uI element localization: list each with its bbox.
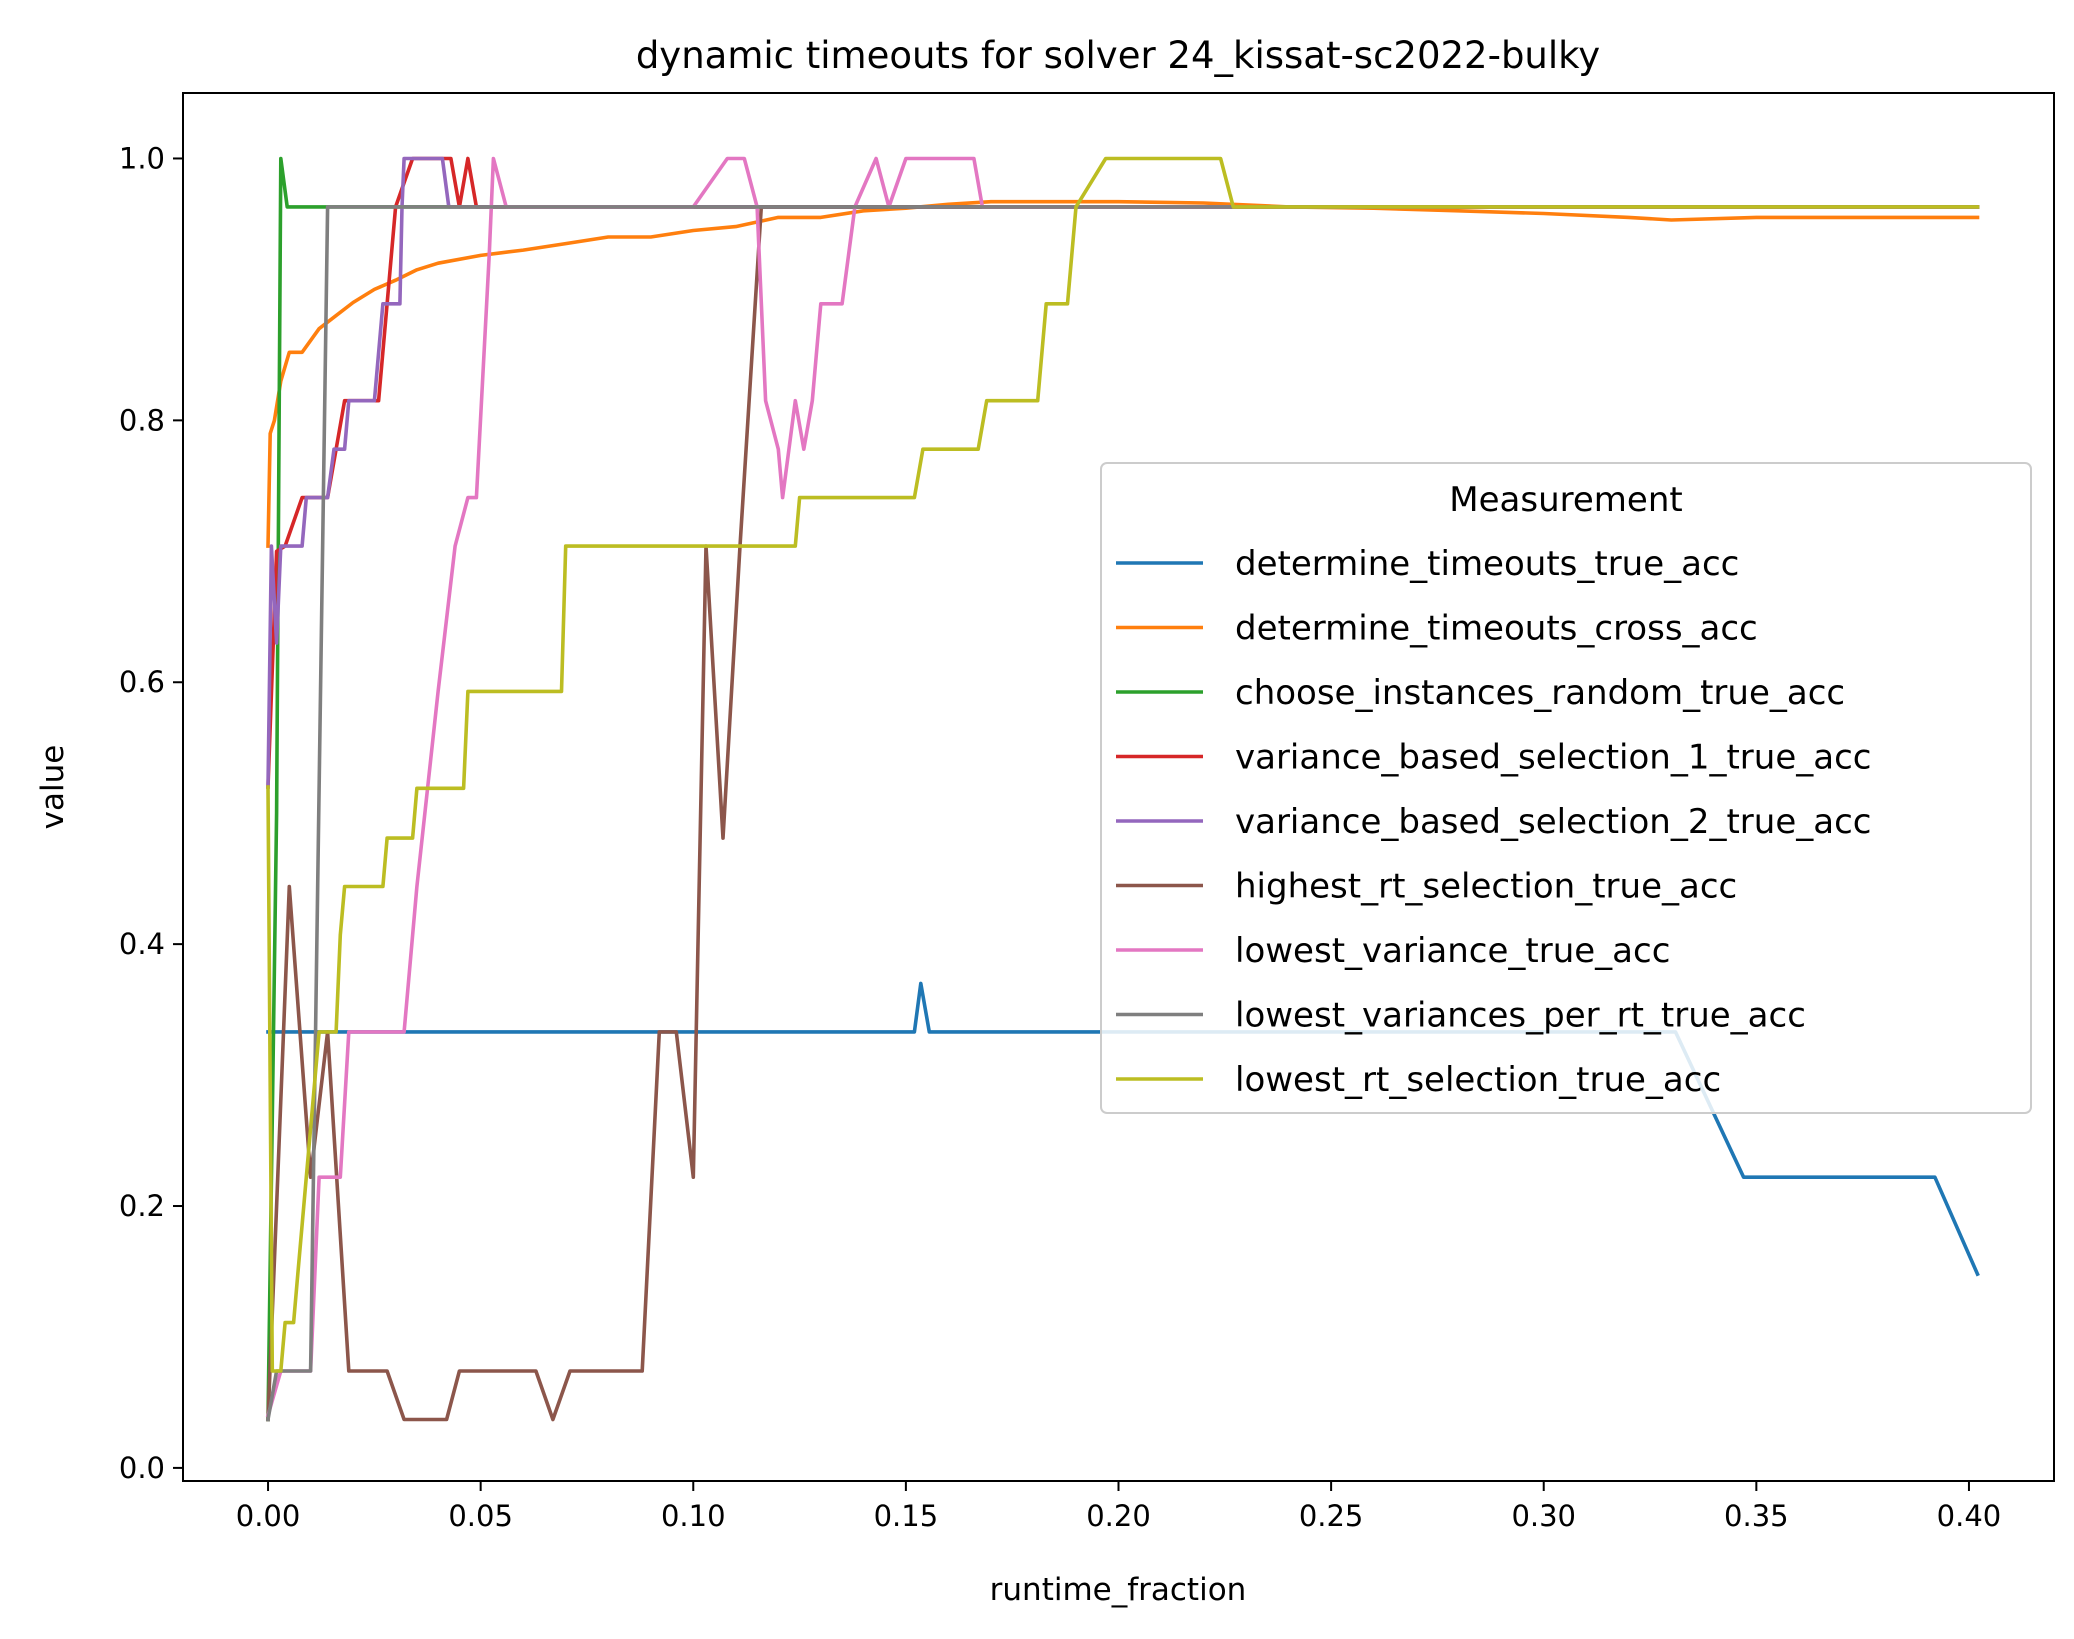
legend-entries: determine_timeouts_true_acc determine_tim…: [1116, 544, 1871, 1100]
legend: Measurement determine_timeouts_true_accd…: [1100, 462, 2032, 1114]
legend-label: variance_based_selection_2_true_acc: [1235, 802, 1871, 842]
legend-label: choose_instances_random_true_acc: [1235, 673, 1845, 713]
x-tick-label: 0.35: [1724, 1499, 1789, 1533]
legend-label: determine_timeouts_cross_acc: [1235, 609, 1758, 649]
legend-label: determine_timeouts_true_acc: [1235, 544, 1739, 584]
y-tick-label: 0.8: [119, 403, 165, 437]
series-line-lowest-rt-selection-true-acc: [266, 156, 1980, 1373]
y-tick-label: 0.2: [119, 1189, 165, 1223]
x-tick-label: 0.25: [1299, 1499, 1364, 1533]
x-tick-label: 0.00: [236, 1499, 301, 1533]
x-tick-label: 0.30: [1511, 1499, 1576, 1533]
legend-title: Measurement: [1449, 480, 1682, 520]
legend-label: variance_based_selection_1_true_acc: [1235, 738, 1871, 778]
legend-box: [1100, 462, 2032, 1114]
legend-label: highest_rt_selection_true_acc: [1235, 867, 1737, 907]
legend-label: lowest_variance_true_acc: [1235, 931, 1670, 971]
y-tick-label: 0.4: [119, 927, 165, 961]
x-tick-label: 0.20: [1086, 1499, 1151, 1533]
y-axis: 0.0 0.2 0.4 0.6 0.8 1.0: [119, 141, 183, 1485]
series-layer: [265, 156, 1980, 1422]
y-tick-label: 0.6: [119, 665, 165, 699]
x-axis: 0.00 0.05 0.10 0.15 0.20 0.25 0.30 0.35 0.40: [236, 1481, 2001, 1533]
x-tick-label: 0.15: [874, 1499, 939, 1533]
x-axis-label: runtime_fraction: [990, 1572, 1247, 1608]
x-tick-label: 0.10: [661, 1499, 726, 1533]
series-line-lowest-variance-true-acc: [265, 156, 1980, 1418]
y-tick-label: 0.0: [119, 1451, 165, 1485]
x-tick-label: 0.40: [1937, 1499, 2002, 1533]
x-tick-label: 0.05: [448, 1499, 513, 1533]
legend-label: lowest_rt_selection_true_acc: [1235, 1060, 1721, 1100]
chart-title: dynamic timeouts for solver 24_kissat-sc…: [636, 34, 1600, 77]
y-tick-label: 1.0: [119, 141, 165, 175]
y-axis-label: value: [35, 745, 71, 830]
legend-label: lowest_variances_per_rt_true_acc: [1235, 996, 1806, 1036]
